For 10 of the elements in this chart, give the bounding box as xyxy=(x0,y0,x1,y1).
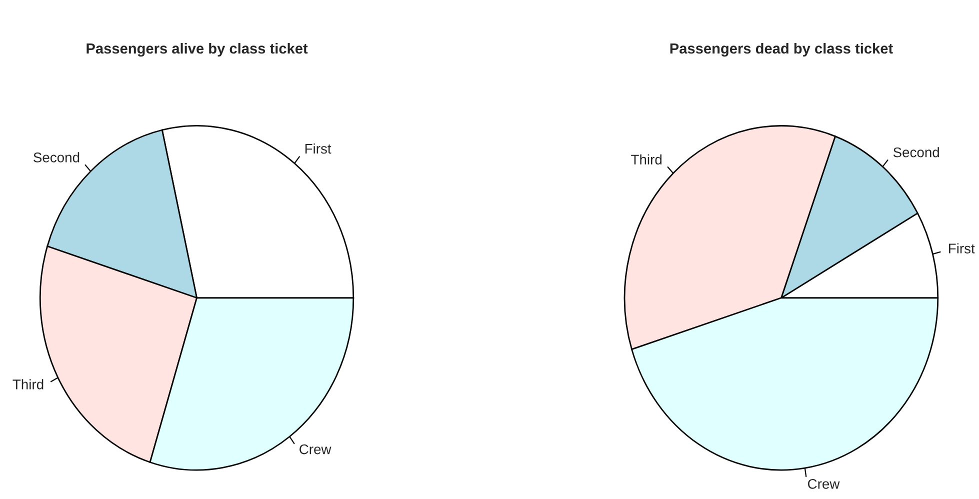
slice-label: First xyxy=(949,243,975,254)
slice-label: Third xyxy=(631,154,662,165)
chart-title: Passengers alive by class ticket xyxy=(86,42,308,57)
slice-label: Crew xyxy=(808,478,840,489)
chart-title: Passengers dead by class ticket xyxy=(670,42,893,57)
slice-label: Second xyxy=(34,152,80,162)
slice-label: Second xyxy=(893,147,939,158)
slice-label: Third xyxy=(12,379,44,390)
slice-label: Crew xyxy=(300,444,332,454)
slice-label: First xyxy=(305,143,332,154)
